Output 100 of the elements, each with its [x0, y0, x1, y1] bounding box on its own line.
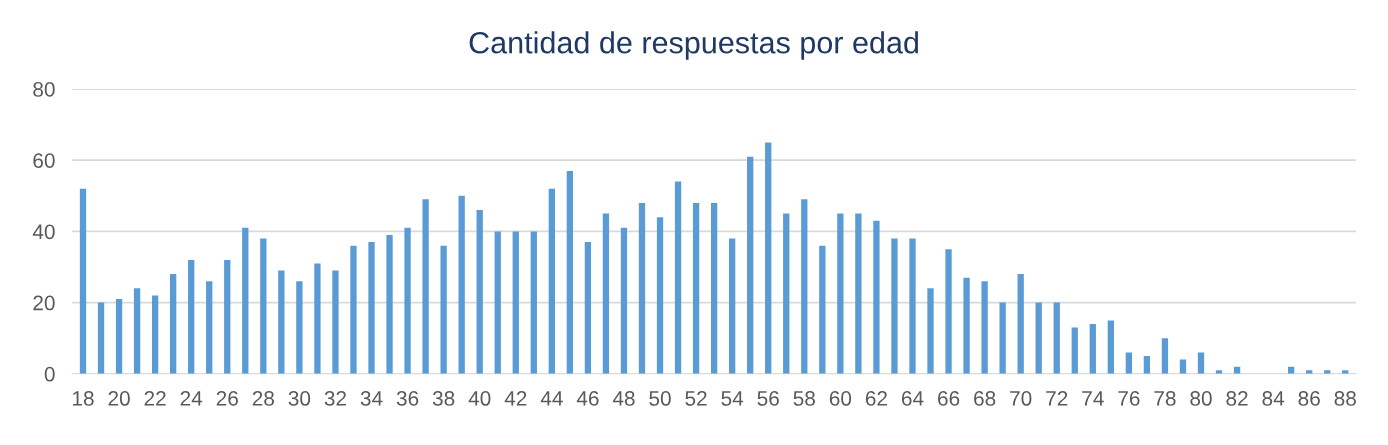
bar	[133, 288, 141, 374]
x-tick-label: 34	[360, 391, 383, 406]
x-tick-label: 30	[288, 391, 311, 406]
y-tick-label: 40	[32, 224, 55, 240]
bar	[188, 259, 195, 374]
x-tick-label: 76	[1118, 391, 1140, 406]
bar	[1053, 302, 1060, 374]
x-tick-label: 26	[216, 391, 238, 406]
bar	[765, 142, 772, 374]
bar	[440, 245, 447, 374]
x-tick-label: 84	[1262, 391, 1285, 406]
x-tick-label: 22	[144, 391, 166, 406]
bar	[224, 259, 231, 374]
bar	[494, 231, 501, 374]
bar	[638, 202, 646, 374]
bar	[242, 227, 249, 374]
bar	[386, 234, 393, 374]
bar	[819, 245, 826, 374]
x-tick-label: 32	[324, 391, 346, 406]
bar	[296, 281, 303, 374]
bar	[115, 299, 123, 374]
bar	[1035, 302, 1042, 374]
x-tick-label: 88	[1334, 391, 1356, 406]
bar	[151, 295, 159, 374]
bar	[999, 302, 1006, 374]
bar	[368, 242, 375, 374]
x-tick-label: 60	[829, 391, 852, 406]
x-tick-label: 20	[108, 391, 130, 406]
bar	[260, 238, 267, 374]
x-tick-label: 52	[685, 391, 707, 406]
y-tick-label: 80	[33, 82, 55, 97]
x-tick-label: 54	[721, 391, 744, 406]
bar	[566, 170, 574, 374]
bar	[656, 217, 664, 374]
bar	[422, 199, 429, 374]
bar	[1071, 327, 1078, 374]
x-tick-label: 42	[504, 391, 527, 406]
x-tick-label: 68	[974, 391, 996, 406]
bar	[783, 213, 790, 374]
bar	[674, 181, 682, 374]
x-tick-label: 40	[468, 391, 491, 406]
x-tick-label: 38	[432, 391, 455, 406]
x-tick-label: 86	[1298, 391, 1320, 406]
bar	[729, 238, 736, 374]
y-tick-label: 20	[33, 295, 55, 311]
x-tick-label: 72	[1046, 391, 1068, 406]
bar	[963, 277, 970, 374]
x-tick-label: 24	[180, 391, 203, 406]
x-tick-label: 58	[793, 391, 815, 406]
bar	[350, 245, 357, 374]
bar	[404, 227, 411, 374]
bar	[332, 270, 339, 374]
bar	[512, 231, 519, 374]
y-tick-label: 0	[44, 366, 55, 382]
bar	[620, 227, 628, 374]
x-tick-label: 66	[938, 391, 960, 406]
x-tick-label: 46	[576, 391, 599, 406]
x-tick-label: 64	[901, 391, 924, 406]
bar	[1125, 352, 1133, 374]
bar	[1197, 352, 1205, 374]
bar	[692, 202, 700, 374]
bar	[458, 195, 465, 374]
bar	[584, 242, 592, 374]
bar	[891, 238, 898, 374]
bar	[1143, 356, 1151, 374]
x-tick-label: 44	[540, 391, 563, 406]
bar	[278, 270, 285, 374]
bar	[945, 249, 952, 374]
bar	[1161, 338, 1169, 374]
x-tick-label: 82	[1226, 391, 1248, 406]
bar	[602, 213, 610, 374]
x-tick-label: 36	[396, 391, 419, 406]
bar	[710, 202, 718, 374]
bar	[981, 281, 988, 374]
bar	[206, 281, 213, 374]
x-tick-label: 80	[1190, 391, 1212, 406]
x-tick-label: 28	[252, 391, 274, 406]
bar	[909, 238, 916, 374]
bar	[1107, 320, 1114, 374]
bar	[747, 156, 754, 374]
x-tick-label: 70	[1010, 391, 1032, 406]
bar	[873, 220, 880, 374]
bar	[314, 263, 321, 374]
bar	[927, 288, 934, 374]
bar	[79, 188, 87, 374]
bar	[476, 210, 483, 374]
x-tick-label: 48	[612, 391, 635, 406]
x-tick-label: 18	[73, 391, 94, 406]
x-tick-label: 62	[865, 391, 887, 406]
bar	[97, 302, 105, 374]
bar	[1017, 274, 1024, 374]
bar	[855, 213, 862, 374]
bar	[1089, 323, 1096, 374]
x-tick-label: 78	[1154, 391, 1176, 406]
x-tick-label: 50	[649, 391, 671, 406]
bar	[801, 199, 808, 374]
x-tick-label: 56	[757, 391, 779, 406]
chart-title: Cantidad de respuestas por edad	[469, 31, 918, 60]
bar	[837, 213, 844, 374]
y-tick-label: 60	[33, 153, 55, 168]
